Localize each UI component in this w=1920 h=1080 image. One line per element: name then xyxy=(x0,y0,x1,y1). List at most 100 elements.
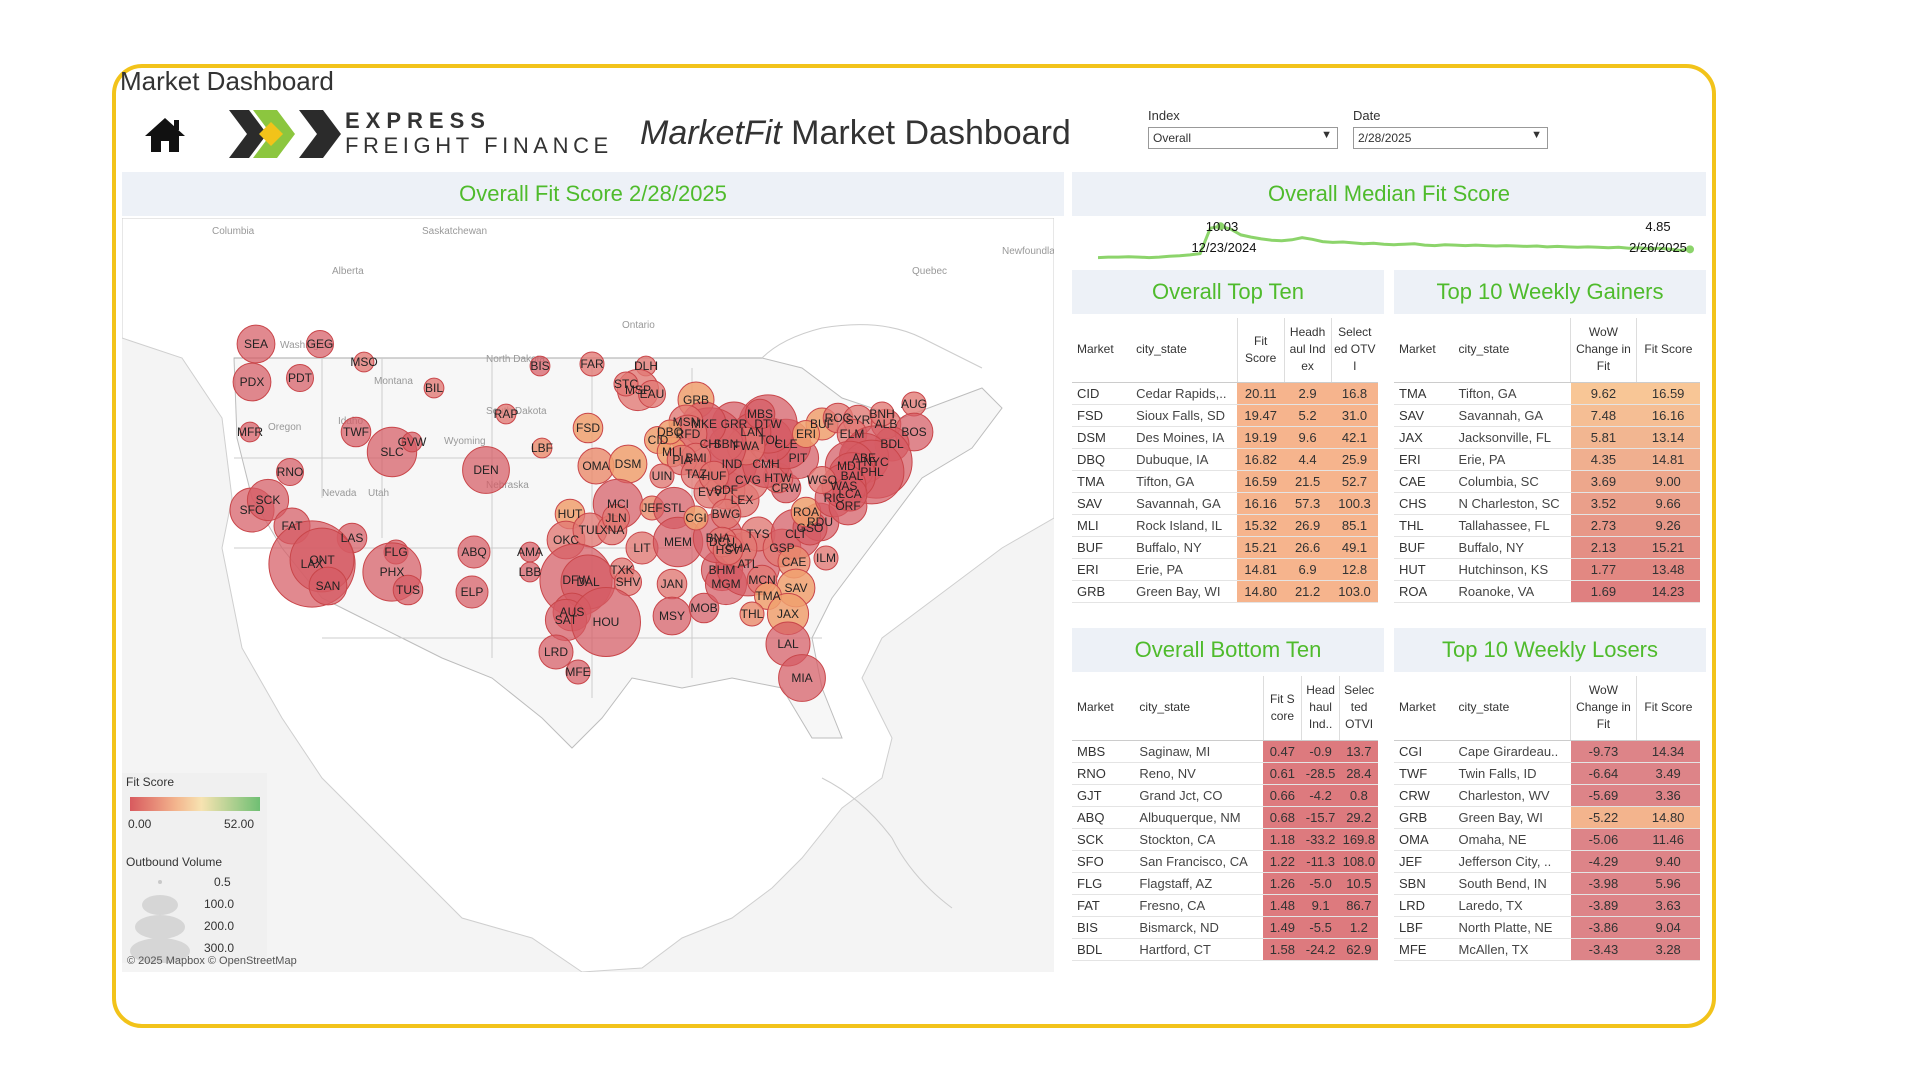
market-bubble-far[interactable] xyxy=(579,351,605,377)
table-row[interactable]: MFE McAllen, TX -3.43 3.28 xyxy=(1394,938,1700,961)
table-row[interactable]: BUF Buffalo, NY 15.21 26.6 49.1 xyxy=(1072,536,1378,559)
market-bubble-uin[interactable] xyxy=(649,463,675,489)
table-row[interactable]: HUT Hutchinson, KS 1.77 13.48 xyxy=(1394,558,1700,581)
table-row[interactable]: TMA Tifton, GA 9.62 16.59 xyxy=(1394,382,1700,405)
table-row[interactable]: BDL Hartford, CT 1.58 -24.2 62.9 xyxy=(1072,938,1378,961)
market-bubble-den[interactable] xyxy=(462,446,510,494)
table-row[interactable]: BUF Buffalo, NY 2.13 15.21 xyxy=(1394,536,1700,559)
table-row[interactable]: SCK Stockton, CA 1.18 -33.2 169.8 xyxy=(1072,828,1378,851)
table-row[interactable]: FLG Flagstaff, AZ 1.26 -5.0 10.5 xyxy=(1072,872,1378,895)
market-bubble-cgi[interactable] xyxy=(683,505,709,531)
table-row[interactable]: ERI Erie, PA 14.81 6.9 12.8 xyxy=(1072,558,1378,581)
map-legend: Fit Score 0.00 52.00 Outbound Volume 0.5… xyxy=(122,773,267,963)
market-bubble-ilm[interactable] xyxy=(813,545,839,571)
market-bubble-stc[interactable] xyxy=(613,371,639,397)
market-bubble-huf[interactable] xyxy=(698,460,730,492)
market-bubble-bis[interactable] xyxy=(529,355,551,377)
fit-score-map[interactable]: Columbia Saskatchewan Alberta Quebec Newfoun… xyxy=(122,218,1054,972)
map-canvas[interactable]: Columbia Saskatchewan Alberta Quebec Newfoun… xyxy=(122,218,1054,972)
table-row[interactable]: SBN South Bend, IN -3.98 5.96 xyxy=(1394,872,1700,895)
map-attribution[interactable]: © 2025 Mapbox © OpenStreetMap xyxy=(127,955,297,967)
table-row[interactable]: CRW Charleston, WV -5.69 3.36 xyxy=(1394,784,1700,807)
market-bubble-hou[interactable] xyxy=(571,587,641,657)
market-bubble-san[interactable] xyxy=(308,566,348,606)
table-row[interactable]: FSD Sioux Falls, SD 19.47 5.2 31.0 xyxy=(1072,404,1378,427)
market-bubble-label: CLT xyxy=(785,527,807,541)
market-bubble-dbq[interactable] xyxy=(657,419,683,445)
table-row[interactable]: CAE Columbia, SC 3.69 9.00 xyxy=(1394,470,1700,493)
market-bubble-lrd[interactable] xyxy=(538,634,574,670)
market-bubble-bil[interactable] xyxy=(423,377,445,399)
market-bubble-lbb[interactable] xyxy=(519,561,541,583)
table-row[interactable]: GJT Grand Jct, CO 0.66 -4.2 0.8 xyxy=(1072,784,1378,807)
table-row[interactable]: CGI Cape Girardeau.. -9.73 14.34 xyxy=(1394,740,1700,763)
market-bubble-label: LEX xyxy=(731,493,754,507)
table-row[interactable]: OMA Omaha, NE -5.06 11.46 xyxy=(1394,828,1700,851)
table-row[interactable]: DSM Des Moines, IA 19.19 9.6 42.1 xyxy=(1072,426,1378,449)
table-row[interactable]: LRD Laredo, TX -3.89 3.63 xyxy=(1394,894,1700,917)
market-bubble-mob[interactable] xyxy=(688,592,720,624)
market-bubble-mso[interactable] xyxy=(353,351,375,373)
table-row[interactable]: ERI Erie, PA 4.35 14.81 xyxy=(1394,448,1700,471)
market-bubble-msy[interactable] xyxy=(652,596,692,636)
market-bubble-label: BIS xyxy=(530,359,549,373)
market-bubble-thl[interactable] xyxy=(739,601,765,627)
table-row[interactable]: GRB Green Bay, WI -5.22 14.80 xyxy=(1394,806,1700,829)
market-bubble-wgo[interactable] xyxy=(808,466,836,494)
metric-cell: -3.89 xyxy=(1570,894,1637,917)
market-bubble-mfr[interactable] xyxy=(239,421,261,443)
market-bubble-mbs[interactable] xyxy=(744,398,776,430)
home-icon[interactable] xyxy=(143,115,187,155)
market-bubble-lca[interactable] xyxy=(832,476,868,512)
table-row[interactable]: SFO San Francisco, CA 1.22 -11.3 108.0 xyxy=(1072,850,1378,873)
table-row[interactable]: MLI Rock Island, IL 15.32 26.9 85.1 xyxy=(1072,514,1378,537)
market-code: TMA xyxy=(1072,470,1132,493)
market-bubble-sea[interactable] xyxy=(236,324,276,364)
market-bubble-abq[interactable] xyxy=(457,535,491,569)
table-row[interactable]: SAV Savannah, GA 7.48 16.16 xyxy=(1394,404,1700,427)
market-bubble-pdt[interactable] xyxy=(286,364,314,392)
table-row[interactable]: JAX Jacksonville, FL 5.81 13.14 xyxy=(1394,426,1700,449)
table-row[interactable]: RNO Reno, NV 0.61 -28.5 28.4 xyxy=(1072,762,1378,785)
market-bubble-mia[interactable] xyxy=(778,654,826,702)
table-row[interactable]: SAV Savannah, GA 16.16 57.3 100.3 xyxy=(1072,492,1378,515)
market-bubble-lbf[interactable] xyxy=(531,437,553,459)
market-bubble-hsv[interactable] xyxy=(712,534,744,566)
table-row[interactable]: CID Cedar Rapids,.. 20.11 2.9 16.8 xyxy=(1072,382,1378,405)
market-bubble-label: BNH xyxy=(869,407,894,421)
market-bubble-twf[interactable] xyxy=(340,416,372,448)
market-bubble-eri[interactable] xyxy=(792,420,820,448)
market-bubble-fsd[interactable] xyxy=(572,412,604,444)
market-bubble-eau[interactable] xyxy=(638,380,666,408)
market-bubble-label: CID xyxy=(648,433,669,447)
table-row[interactable]: DBQ Dubuque, IA 16.82 4.4 25.9 xyxy=(1072,448,1378,471)
table-row[interactable]: BIS Bismarck, ND 1.49 -5.5 1.2 xyxy=(1072,916,1378,939)
metric-cell: 0.68 xyxy=(1263,806,1302,829)
index-dropdown[interactable]: Overall ▼ xyxy=(1148,127,1338,149)
table-row[interactable]: ROA Roanoke, VA 1.69 14.23 xyxy=(1394,580,1700,603)
table-row[interactable]: THL Tallahassee, FL 2.73 9.26 xyxy=(1394,514,1700,537)
table-row[interactable]: JEF Jefferson City, .. -4.29 9.40 xyxy=(1394,850,1700,873)
page-title: Market Dashboard xyxy=(120,66,334,96)
table-row[interactable]: FAT Fresno, CA 1.48 9.1 86.7 xyxy=(1072,894,1378,917)
market-bubble-rap[interactable] xyxy=(495,403,517,425)
table-row[interactable]: TWF Twin Falls, ID -6.64 3.49 xyxy=(1394,762,1700,785)
table-row[interactable]: CHS N Charleston, SC 3.52 9.66 xyxy=(1394,492,1700,515)
market-bubble-gvw[interactable] xyxy=(401,431,423,453)
date-dropdown[interactable]: 2/28/2025 ▼ xyxy=(1353,127,1548,149)
market-bubble-pdx[interactable] xyxy=(232,362,272,402)
market-bubble-jln[interactable] xyxy=(602,504,630,532)
table-row[interactable]: TMA Tifton, GA 16.59 21.5 52.7 xyxy=(1072,470,1378,493)
table-row[interactable]: MBS Saginaw, MI 0.47 -0.9 13.7 xyxy=(1072,740,1378,763)
market-bubble-geg[interactable] xyxy=(306,330,334,358)
market-bubble-rno[interactable] xyxy=(276,458,304,486)
table-row[interactable]: GRB Green Bay, WI 14.80 21.2 103.0 xyxy=(1072,580,1378,603)
market-bubble-elp[interactable] xyxy=(455,575,489,609)
market-bubble-tus[interactable] xyxy=(392,574,424,606)
table-row[interactable]: ABQ Albuquerque, NM 0.68 -15.7 29.2 xyxy=(1072,806,1378,829)
market-bubble-sck[interactable] xyxy=(246,478,290,522)
table-row[interactable]: LBF North Platte, NE -3.86 9.04 xyxy=(1394,916,1700,939)
median-fit-line-chart[interactable]: 10.03 12/23/2024 4.85 2/26/2025 xyxy=(1098,218,1706,268)
market-bubble-mfe[interactable] xyxy=(565,659,591,685)
